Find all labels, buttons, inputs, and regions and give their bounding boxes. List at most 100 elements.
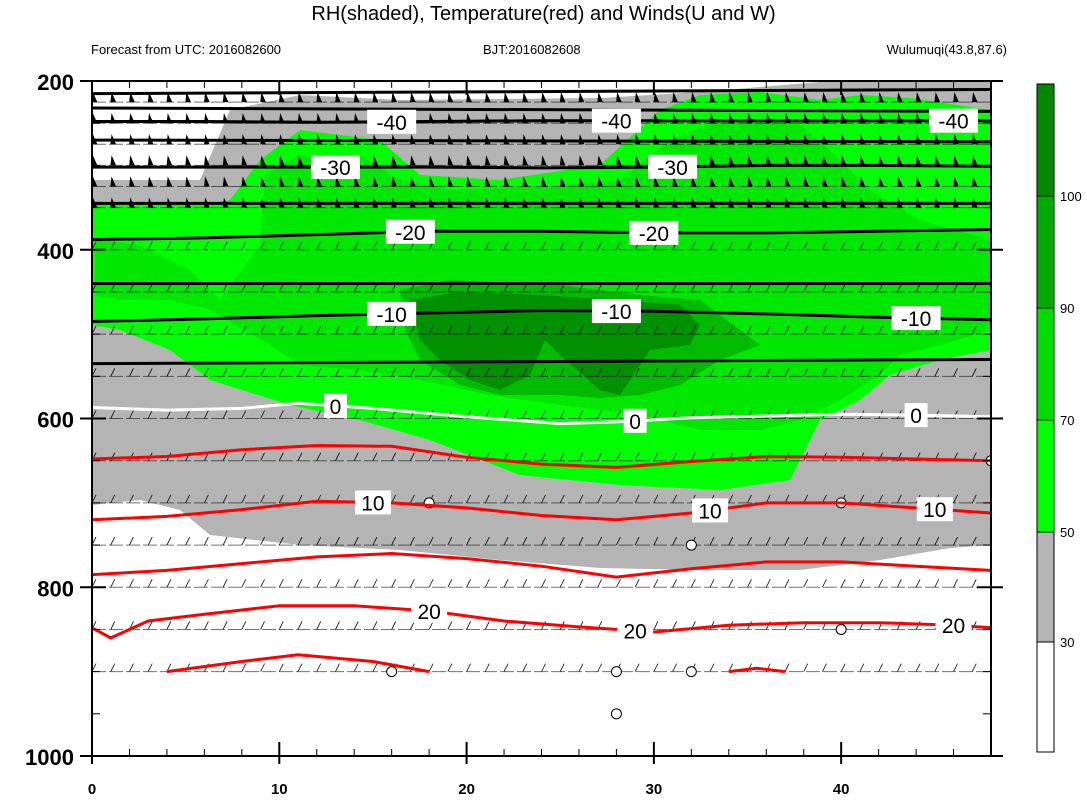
isotherm-label-box <box>591 108 641 133</box>
wind-barb <box>391 155 397 166</box>
wind-barb <box>466 241 471 250</box>
wind-barb <box>709 325 715 335</box>
wind-barb <box>129 176 135 187</box>
wind-barb <box>204 283 209 293</box>
y-tick-label: 800 <box>37 576 74 601</box>
wind-barb <box>934 283 940 293</box>
wind-barb <box>840 536 846 546</box>
wind-barb <box>728 176 735 187</box>
wind-barb <box>728 368 734 377</box>
wind-barb <box>372 325 378 335</box>
wind-barb <box>335 621 340 630</box>
wind-barb <box>597 91 603 103</box>
wind-barb <box>410 283 415 293</box>
isotherm-label: -20 <box>395 222 425 245</box>
wind-barb <box>859 283 865 293</box>
wind-barb <box>278 452 284 461</box>
wind-barb <box>447 241 453 250</box>
wind-barb <box>934 368 940 377</box>
wind-barb <box>934 176 941 187</box>
wind-barb <box>878 325 883 335</box>
wind-barb <box>241 452 247 461</box>
isotherm-label-box <box>623 408 647 433</box>
wind-barb <box>672 410 677 419</box>
wind-barb <box>915 283 921 293</box>
wind-barb <box>185 283 191 293</box>
wind-barb <box>915 155 922 166</box>
wind-barb <box>185 241 191 250</box>
wind-barb <box>391 176 397 187</box>
wind-barb <box>335 536 340 546</box>
wind-barb <box>634 536 640 546</box>
wind-barb <box>278 579 284 588</box>
isotherm-label-box <box>367 109 417 134</box>
wind-barb <box>503 621 509 630</box>
wind-barb <box>859 155 866 166</box>
wind-barb <box>241 410 247 419</box>
y-tick-label: 600 <box>37 408 74 433</box>
wind-barb <box>372 452 378 461</box>
wind-barb <box>522 283 528 293</box>
wind-barb <box>747 494 752 504</box>
wind-barb <box>204 176 210 187</box>
wind-barb <box>297 579 303 588</box>
wind-barb <box>391 452 397 461</box>
isotherm-label: 0 <box>330 396 342 419</box>
wind-barb <box>335 452 340 461</box>
wind-barb <box>428 283 434 293</box>
wind-barb <box>634 579 640 588</box>
wind-barb <box>747 368 752 377</box>
wind-barb <box>803 155 809 166</box>
wind-barb <box>597 155 603 166</box>
wind-barb <box>934 663 940 672</box>
wind-barb <box>372 283 378 293</box>
wind-barb <box>634 452 640 461</box>
wind-barb <box>503 241 509 250</box>
wind-barb <box>953 536 958 546</box>
wind-barb <box>971 663 977 672</box>
wind-barb <box>578 325 584 335</box>
wind-barb <box>428 452 434 461</box>
y-tick-label: 1000 <box>25 745 74 770</box>
wind-barb <box>260 452 265 461</box>
wind-barb <box>896 368 902 377</box>
wind-barb <box>316 452 322 461</box>
wind-barb <box>653 621 659 630</box>
wind-barb <box>391 368 397 377</box>
wind-barb <box>241 536 247 546</box>
wind-barb <box>971 494 977 504</box>
wind-barb <box>915 176 922 187</box>
wind-barb <box>915 241 921 250</box>
wind-barb <box>129 494 134 504</box>
wind-barb <box>690 579 696 588</box>
wind-barb <box>634 494 640 504</box>
wind-barb <box>466 579 471 588</box>
wind-barb <box>391 325 397 335</box>
wind-barb <box>803 325 809 335</box>
wind-barb <box>503 663 509 672</box>
wind-barb <box>616 91 622 103</box>
wind-barb <box>597 368 603 377</box>
wind-barb <box>147 241 153 250</box>
isotherm-label: 10 <box>698 500 721 523</box>
wind-barb <box>278 494 284 504</box>
wind-barb <box>690 283 696 293</box>
wind-barb <box>953 368 958 377</box>
wind-barb <box>484 283 490 293</box>
wind-barb <box>859 241 865 250</box>
wind-barb <box>391 283 397 293</box>
wind-barb <box>278 621 284 630</box>
wind-barb <box>747 155 753 166</box>
wind-barb <box>784 241 790 250</box>
colorbar: 100 90 70 50 30 <box>1036 83 1082 753</box>
wind-barb <box>822 325 827 335</box>
wind-barb <box>559 155 566 166</box>
y-tick-label: 400 <box>37 239 74 264</box>
isotherm-label: 20 <box>417 601 440 624</box>
wind-barb <box>222 621 228 630</box>
wind-barb <box>428 579 434 588</box>
wind-barb <box>260 176 266 187</box>
wind-barb <box>503 155 510 166</box>
wind-barb <box>878 176 884 187</box>
